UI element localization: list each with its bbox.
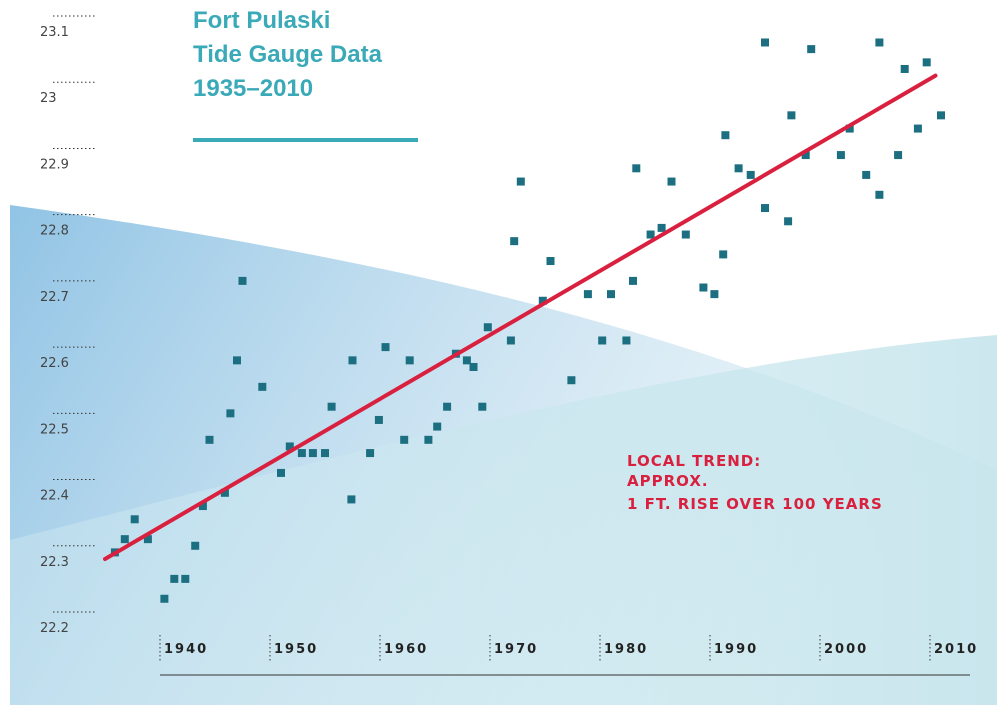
- point: [327, 402, 336, 411]
- point: [285, 442, 294, 451]
- point: [761, 204, 769, 213]
- point: [836, 151, 845, 160]
- point: [875, 38, 884, 47]
- point: [191, 541, 200, 550]
- point: [226, 409, 235, 418]
- point: [120, 535, 129, 544]
- x-tick-label: 1940: [164, 642, 208, 657]
- point: [787, 111, 796, 120]
- x-tick-label: 1990: [714, 642, 758, 657]
- point: [746, 170, 755, 179]
- y-tick-label: 22.7: [40, 290, 69, 305]
- point: [681, 230, 690, 239]
- point: [657, 223, 666, 232]
- point: [198, 502, 207, 511]
- point: [205, 435, 214, 444]
- y-tick-label: 22.8: [40, 224, 69, 239]
- x-tick-label: 2000: [824, 642, 868, 657]
- point: [583, 290, 592, 299]
- point: [238, 276, 247, 285]
- point: [710, 290, 719, 299]
- point: [277, 468, 285, 477]
- point: [483, 323, 492, 332]
- y-tick-label: 22.5: [40, 422, 69, 437]
- point: [297, 449, 306, 458]
- point: [567, 376, 576, 385]
- point: [405, 356, 414, 365]
- point: [130, 515, 139, 524]
- point: [348, 356, 357, 365]
- point: [807, 45, 816, 54]
- y-tick-label: 22.3: [40, 555, 69, 570]
- point: [546, 257, 555, 266]
- point: [845, 124, 854, 133]
- x-tick-label: 2010: [934, 642, 978, 657]
- background-wave: [10, 335, 997, 705]
- annotation: 1 FT. RISE OVER 100 YEARS: [627, 495, 883, 513]
- point: [308, 449, 317, 458]
- chart-title: Tide Gauge Data: [193, 41, 383, 68]
- point: [433, 422, 442, 431]
- point: [321, 449, 329, 458]
- point: [516, 177, 525, 186]
- point: [469, 362, 478, 371]
- point: [510, 237, 519, 246]
- point: [622, 336, 631, 345]
- point: [538, 296, 547, 305]
- annotation: LOCAL TREND:: [627, 452, 761, 470]
- point: [667, 177, 676, 186]
- y-tick-label: 23: [40, 91, 57, 106]
- point: [374, 415, 383, 424]
- point: [478, 402, 487, 411]
- point: [143, 535, 152, 544]
- point: [220, 488, 229, 497]
- x-tick-label: 1970: [494, 642, 538, 657]
- point: [734, 164, 743, 173]
- point: [937, 111, 945, 120]
- point: [258, 382, 267, 391]
- point: [862, 170, 871, 179]
- point: [875, 190, 884, 199]
- point: [366, 449, 375, 458]
- point: [913, 124, 922, 133]
- point: [462, 356, 471, 365]
- point: [443, 402, 452, 411]
- point: [347, 495, 356, 504]
- chart-title: 1935–2010: [193, 75, 313, 102]
- point: [719, 250, 728, 259]
- y-tick-label: 23.1: [40, 25, 69, 40]
- point: [761, 38, 769, 47]
- annotation: APPROX.: [627, 472, 709, 490]
- x-tick-label: 1950: [274, 642, 318, 657]
- y-tick-label: 22.9: [40, 157, 69, 172]
- point: [170, 574, 179, 583]
- point: [646, 230, 655, 239]
- point: [400, 435, 409, 444]
- trend-line: [103, 73, 938, 562]
- point: [801, 151, 810, 160]
- y-tick-label: 22.4: [40, 489, 69, 504]
- y-tick-label: 22.6: [40, 356, 69, 371]
- y-tick-label: 22.2: [40, 621, 69, 636]
- chart-title: Fort Pulaski: [193, 7, 330, 34]
- point: [721, 131, 730, 140]
- point: [424, 435, 433, 444]
- point: [900, 64, 909, 73]
- point: [598, 336, 607, 345]
- point: [181, 574, 190, 583]
- point: [632, 164, 641, 173]
- point: [894, 151, 903, 160]
- point: [699, 283, 708, 292]
- point: [233, 356, 241, 365]
- point: [381, 343, 390, 352]
- x-tick-label: 1980: [604, 642, 648, 657]
- x-tick-label: 1960: [384, 642, 428, 657]
- point: [506, 336, 515, 345]
- point: [784, 217, 793, 226]
- point: [607, 290, 615, 299]
- point: [922, 58, 931, 67]
- point: [629, 276, 637, 285]
- point: [160, 594, 169, 603]
